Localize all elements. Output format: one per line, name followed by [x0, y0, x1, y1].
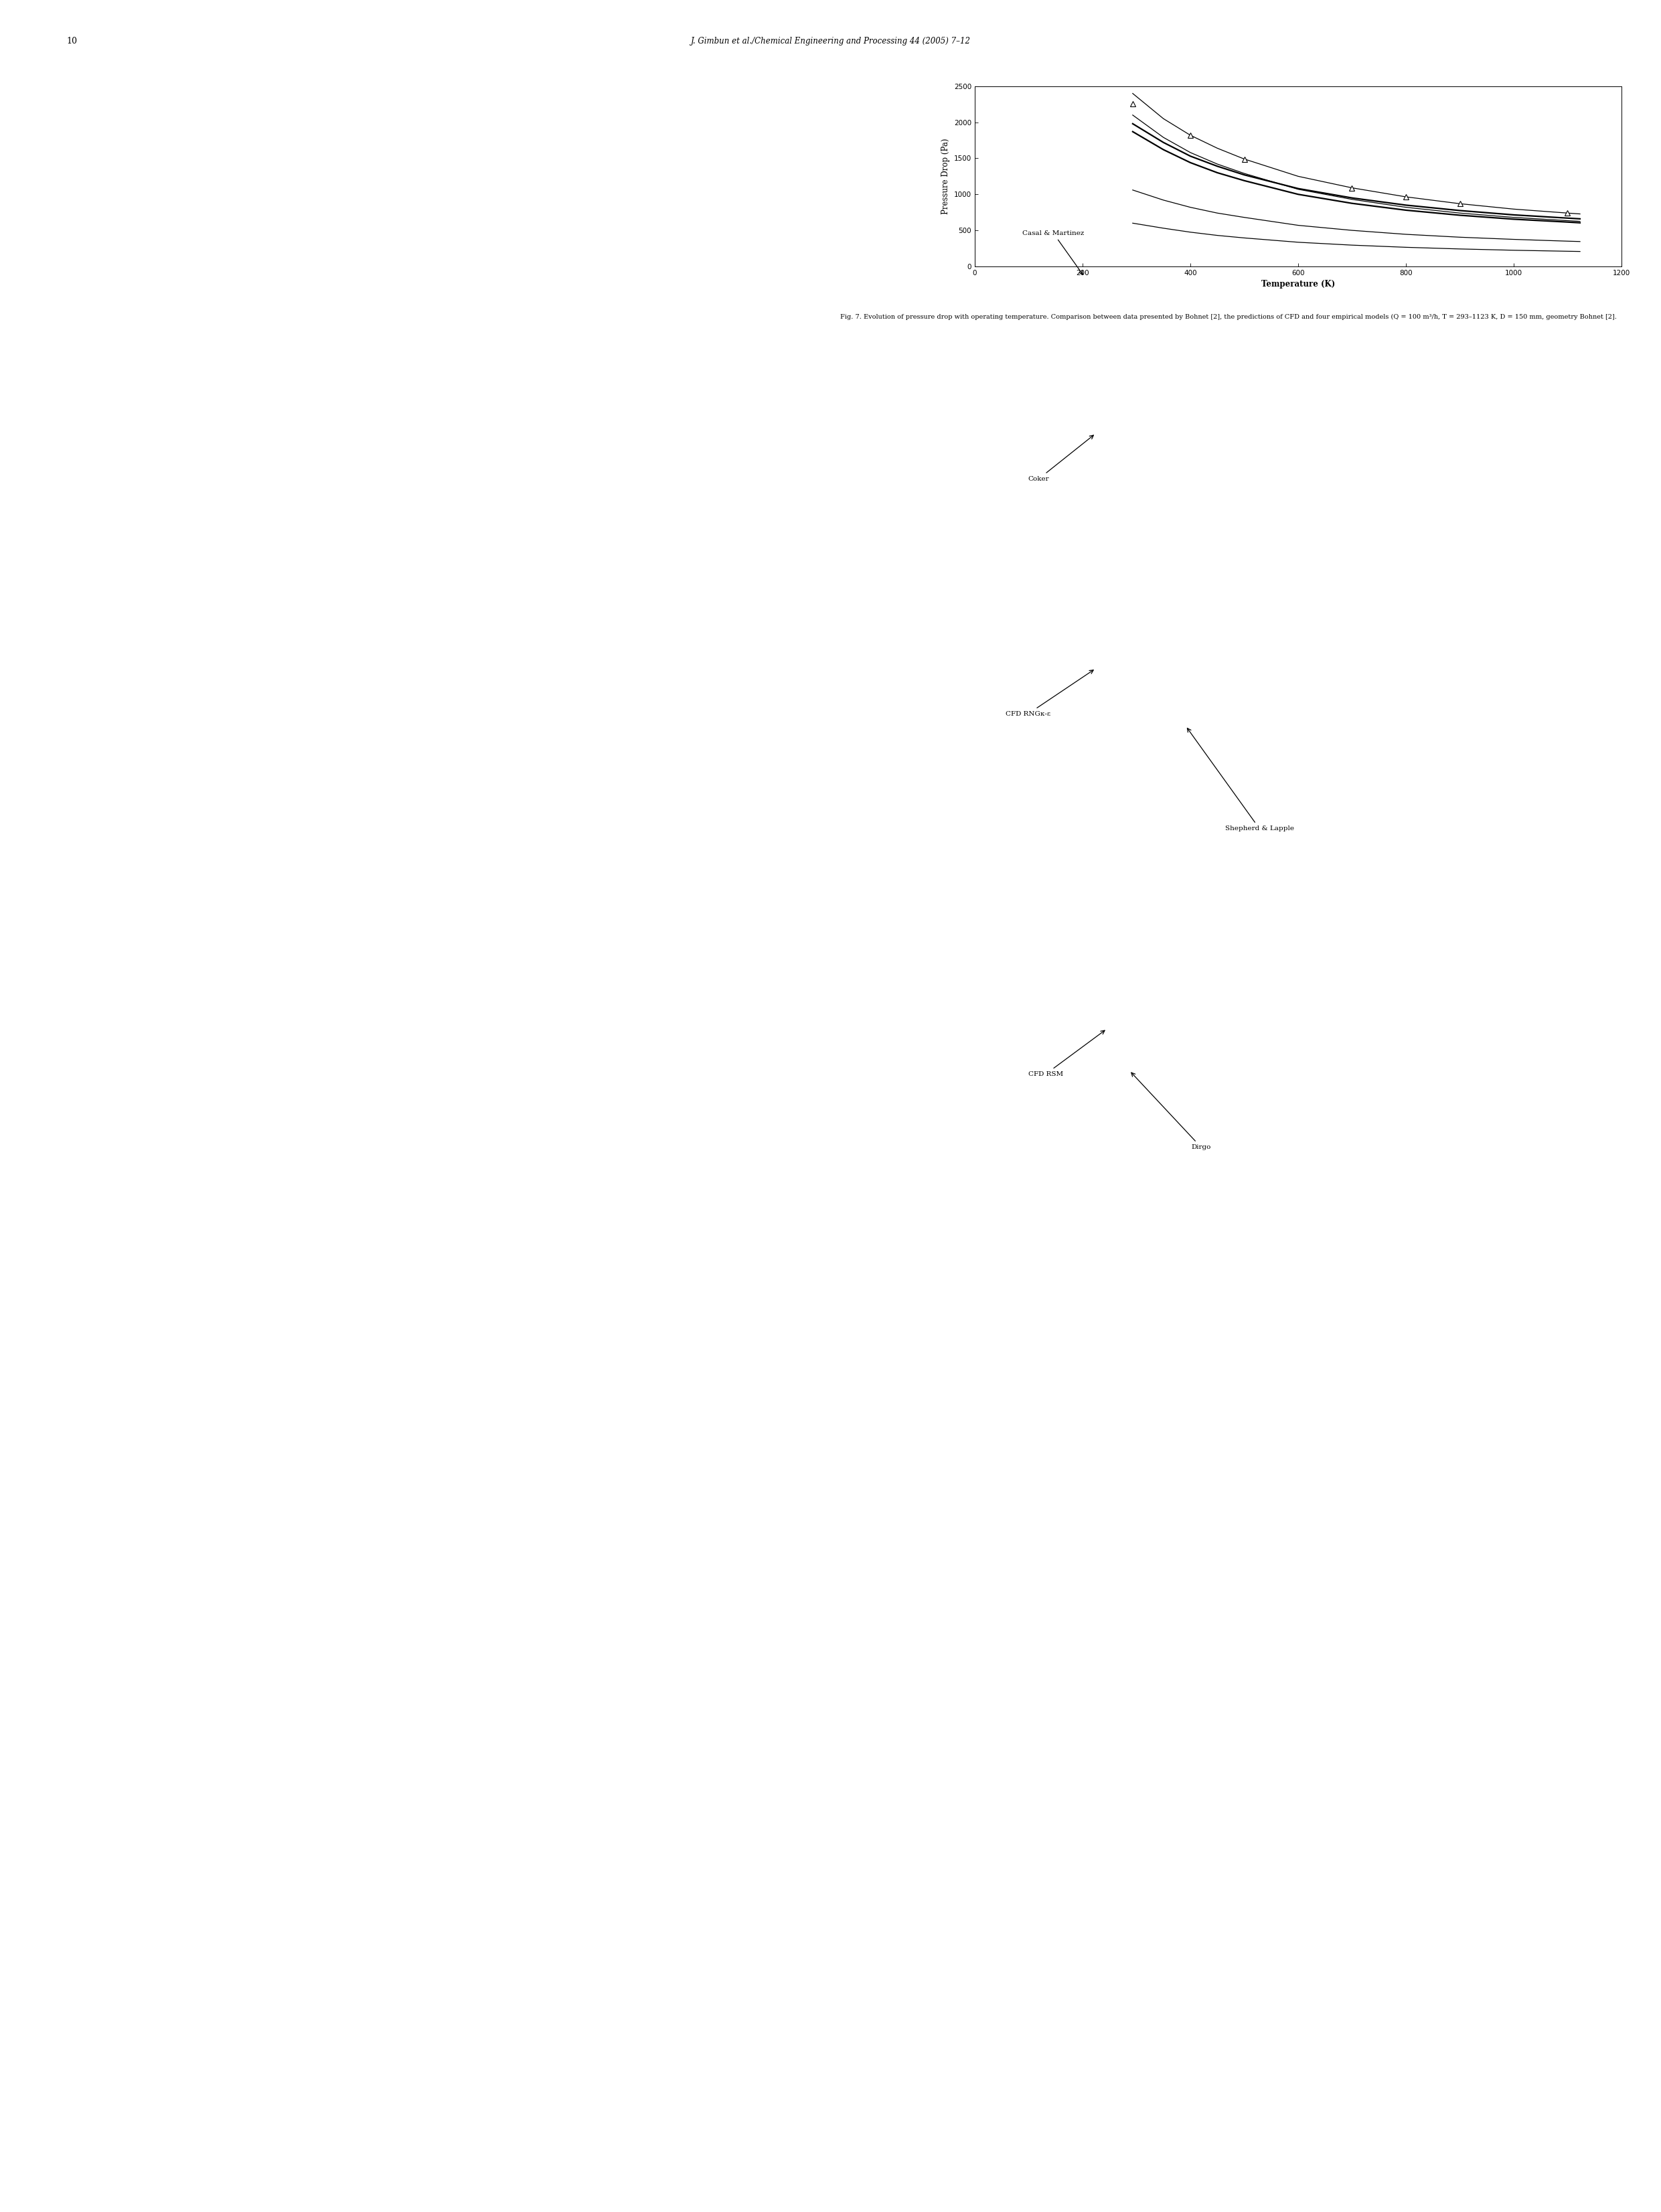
Text: CFD RNGκ-ε: CFD RNGκ-ε [1005, 670, 1093, 717]
Text: Casal & Martinez: Casal & Martinez [1023, 230, 1085, 274]
Text: Shepherd & Lapple: Shepherd & Lapple [1188, 728, 1294, 832]
Text: J. Gimbun et al./Chemical Engineering and Processing 44 (2005) 7–12: J. Gimbun et al./Chemical Engineering an… [691, 38, 970, 46]
Text: Fig. 7. Evolution of pressure drop with operating temperature. Comparison betwee: Fig. 7. Evolution of pressure drop with … [840, 314, 1616, 321]
Text: Coker: Coker [1028, 436, 1093, 482]
Y-axis label: Pressure Drop (Pa): Pressure Drop (Pa) [942, 139, 950, 215]
Text: 10: 10 [66, 38, 76, 46]
Text: CFD RSM: CFD RSM [1028, 1031, 1105, 1077]
Text: Dirgo: Dirgo [1131, 1073, 1211, 1150]
X-axis label: Temperature (K): Temperature (K) [1261, 281, 1335, 290]
